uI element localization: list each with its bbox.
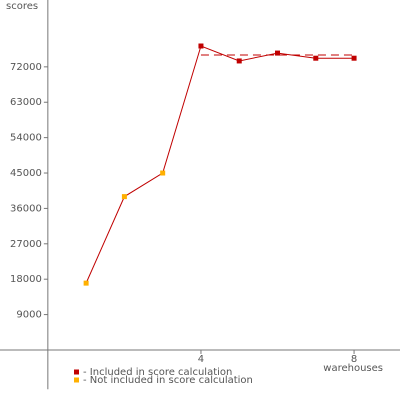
y-tick-label: 9000 <box>16 310 41 321</box>
y-tick-label: 27000 <box>10 239 42 250</box>
score-line <box>85 45 355 284</box>
y-tick-label: 18000 <box>10 274 42 285</box>
legend-swatch <box>74 377 79 383</box>
data-point <box>83 280 89 286</box>
legend-swatch <box>74 369 79 375</box>
data-point <box>160 170 166 176</box>
legend-label: - Included in score calculation <box>83 367 232 378</box>
y-tick-label: 36000 <box>10 203 42 214</box>
data-point <box>121 194 127 200</box>
data-point <box>313 55 319 61</box>
y-tick-label: 54000 <box>10 133 42 144</box>
data-point <box>351 55 357 61</box>
y-tick-label: 72000 <box>10 62 42 73</box>
x-tick-label: 4 <box>198 354 204 365</box>
y-tick-label: 63000 <box>10 97 42 108</box>
data-point <box>198 43 204 49</box>
y-tick-label: 45000 <box>10 168 42 179</box>
data-point <box>236 58 242 64</box>
legend-label: - Not included in score calculation <box>83 375 253 386</box>
x-axis-label: warehouses <box>323 363 383 374</box>
data-point <box>275 50 281 56</box>
y-axis-label: scores <box>6 1 38 12</box>
x-tick-label: 8 <box>351 354 357 365</box>
